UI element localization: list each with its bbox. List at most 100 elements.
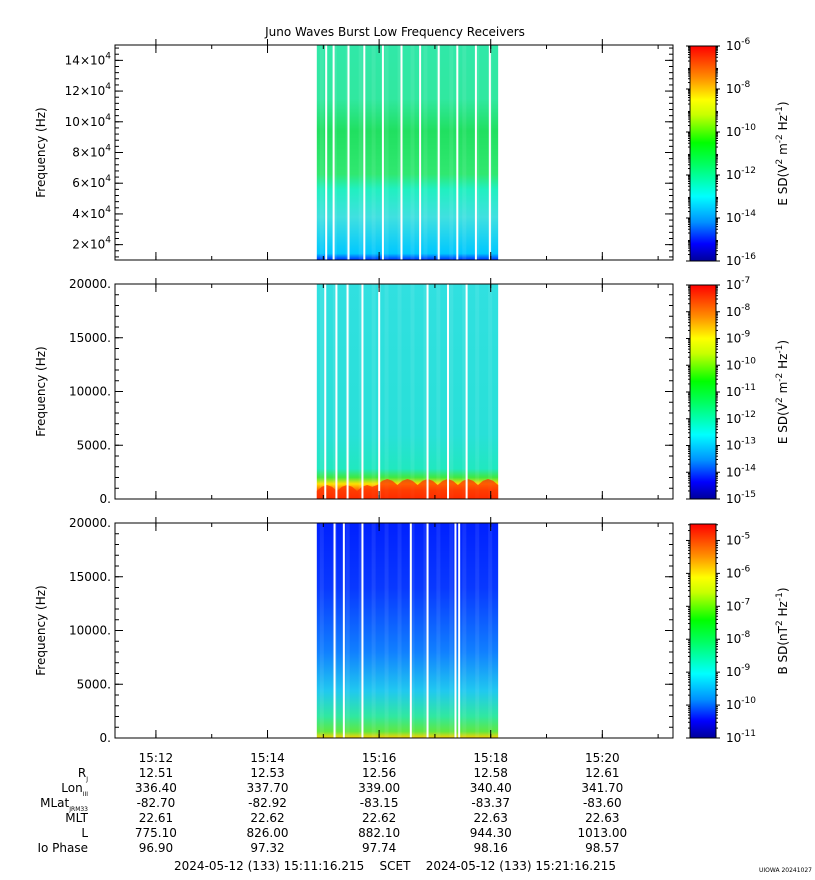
ephemeris-value: 882.10 xyxy=(358,826,400,840)
ephemeris-value: 96.90 xyxy=(139,841,173,855)
scet-range: 2024-05-12 (133) 15:11:16.215 SCET 2024-… xyxy=(174,859,616,873)
texture-band xyxy=(423,284,428,499)
data-gap xyxy=(454,523,457,738)
ephemeris-value: 22.62 xyxy=(362,811,396,825)
data-gap xyxy=(333,523,336,738)
ephemeris-value: -83.15 xyxy=(360,796,399,810)
ephemeris-label: MLT xyxy=(65,811,88,825)
texture-band xyxy=(384,284,389,499)
texture-band xyxy=(371,523,376,738)
ephemeris-value: 12.56 xyxy=(362,766,396,780)
data-gap xyxy=(400,45,403,260)
texture-band xyxy=(410,45,415,260)
texture-band xyxy=(449,284,454,499)
y-tick-label: 10000. xyxy=(69,385,111,399)
texture-band xyxy=(410,523,415,738)
y-axis-label: Frequency (Hz) xyxy=(34,107,48,198)
ephemeris-value: 336.40 xyxy=(135,781,177,795)
data-gap xyxy=(363,45,366,260)
data-gap xyxy=(456,45,459,260)
ephemeris-label: RJ xyxy=(78,766,88,783)
data-gap xyxy=(474,45,477,260)
colorbar-label: B SD(nT2 Hz-1) xyxy=(775,587,790,674)
y-tick-label: 6×104 xyxy=(72,174,111,190)
texture-band xyxy=(462,523,467,738)
ephemeris-value: 339.00 xyxy=(358,781,400,795)
colorbar-tick-label: 10-8 xyxy=(726,630,751,646)
ephemeris-label: Io Phase xyxy=(37,841,88,855)
texture-band xyxy=(397,523,402,738)
data-gap xyxy=(447,284,450,499)
data-gap xyxy=(426,284,429,499)
data-gap xyxy=(419,45,422,260)
data-gap xyxy=(465,284,468,499)
data-gap xyxy=(342,523,345,738)
texture-band xyxy=(319,523,324,738)
data-gap xyxy=(381,45,384,260)
colorbar-tick-label: 10-16 xyxy=(726,252,756,268)
y-tick-label: 0. xyxy=(100,731,111,745)
ephemeris-value: 340.40 xyxy=(470,781,512,795)
colorbar-tick-label: 10-10 xyxy=(726,123,756,139)
colorbar-tick-label: 10-15 xyxy=(726,490,756,506)
data-gap xyxy=(361,523,364,738)
texture-band xyxy=(449,523,454,738)
texture-band xyxy=(449,45,454,260)
spectrogram-data-2 xyxy=(316,284,499,499)
texture-band xyxy=(332,45,337,260)
panel-1: 2×104 4×104 6×104 8×104 10×104 12×104 14×104 Fr… xyxy=(34,37,790,268)
ephemeris-value: 12.61 xyxy=(585,766,619,780)
y-tick-label: 10000. xyxy=(69,624,111,638)
colorbar-1 xyxy=(689,45,717,262)
colorbar-label: E SD(V2 m-2 Hz-1) xyxy=(775,101,790,205)
y-tick-label: 15000. xyxy=(69,331,111,345)
ephemeris-value: -82.92 xyxy=(248,796,287,810)
data-gap xyxy=(324,284,327,499)
data-gap xyxy=(488,45,491,260)
time-tick-label: 15:12 xyxy=(139,751,174,765)
texture-band xyxy=(462,45,467,260)
data-gap xyxy=(325,45,328,260)
ephemeris-value: 341.70 xyxy=(581,781,623,795)
ephemeris-label: L xyxy=(81,826,88,840)
texture-band xyxy=(397,284,402,499)
colorbar-tick-label: 10-14 xyxy=(726,463,756,479)
ephemeris-value: 22.63 xyxy=(585,811,619,825)
texture-band xyxy=(488,523,493,738)
texture-band xyxy=(488,284,493,499)
texture-band xyxy=(332,284,337,499)
colorbar-tick-label: 10-13 xyxy=(726,437,756,453)
data-gap xyxy=(409,523,412,738)
texture-band xyxy=(423,45,428,260)
colorbar-tick-label: 10-7 xyxy=(726,276,750,292)
texture-band xyxy=(384,45,389,260)
y-tick-label: 20000. xyxy=(69,516,111,530)
texture-band xyxy=(436,284,441,499)
time-tick-label: 15:16 xyxy=(362,751,397,765)
y-tick-label: 0. xyxy=(100,492,111,506)
ephemeris-value: 22.62 xyxy=(250,811,284,825)
y-tick-label: 5000. xyxy=(77,677,111,691)
ephemeris-value: 337.70 xyxy=(247,781,289,795)
colorbar-tick-label: 10-6 xyxy=(726,564,751,580)
y-tick-label: 15000. xyxy=(69,570,111,584)
texture-band xyxy=(319,45,324,260)
y-tick-label: 20000. xyxy=(69,277,111,291)
ephemeris-value: 22.61 xyxy=(139,811,173,825)
texture-band xyxy=(345,523,350,738)
texture-band xyxy=(358,45,363,260)
texture-band xyxy=(410,284,415,499)
colorbar-tick-label: 10-8 xyxy=(726,303,751,319)
colorbar-tick-label: 10-7 xyxy=(726,597,750,613)
ephemeris-value: 826.00 xyxy=(247,826,289,840)
y-axis-label: Frequency (Hz) xyxy=(34,585,48,676)
texture-band xyxy=(397,45,402,260)
colorbar-label: E SD(V2 m-2 Hz-1) xyxy=(775,340,790,444)
texture-band xyxy=(475,523,480,738)
texture-band xyxy=(475,284,480,499)
texture-band xyxy=(384,523,389,738)
texture-band xyxy=(319,284,324,499)
colorbar-tick-label: 10-9 xyxy=(726,330,751,346)
